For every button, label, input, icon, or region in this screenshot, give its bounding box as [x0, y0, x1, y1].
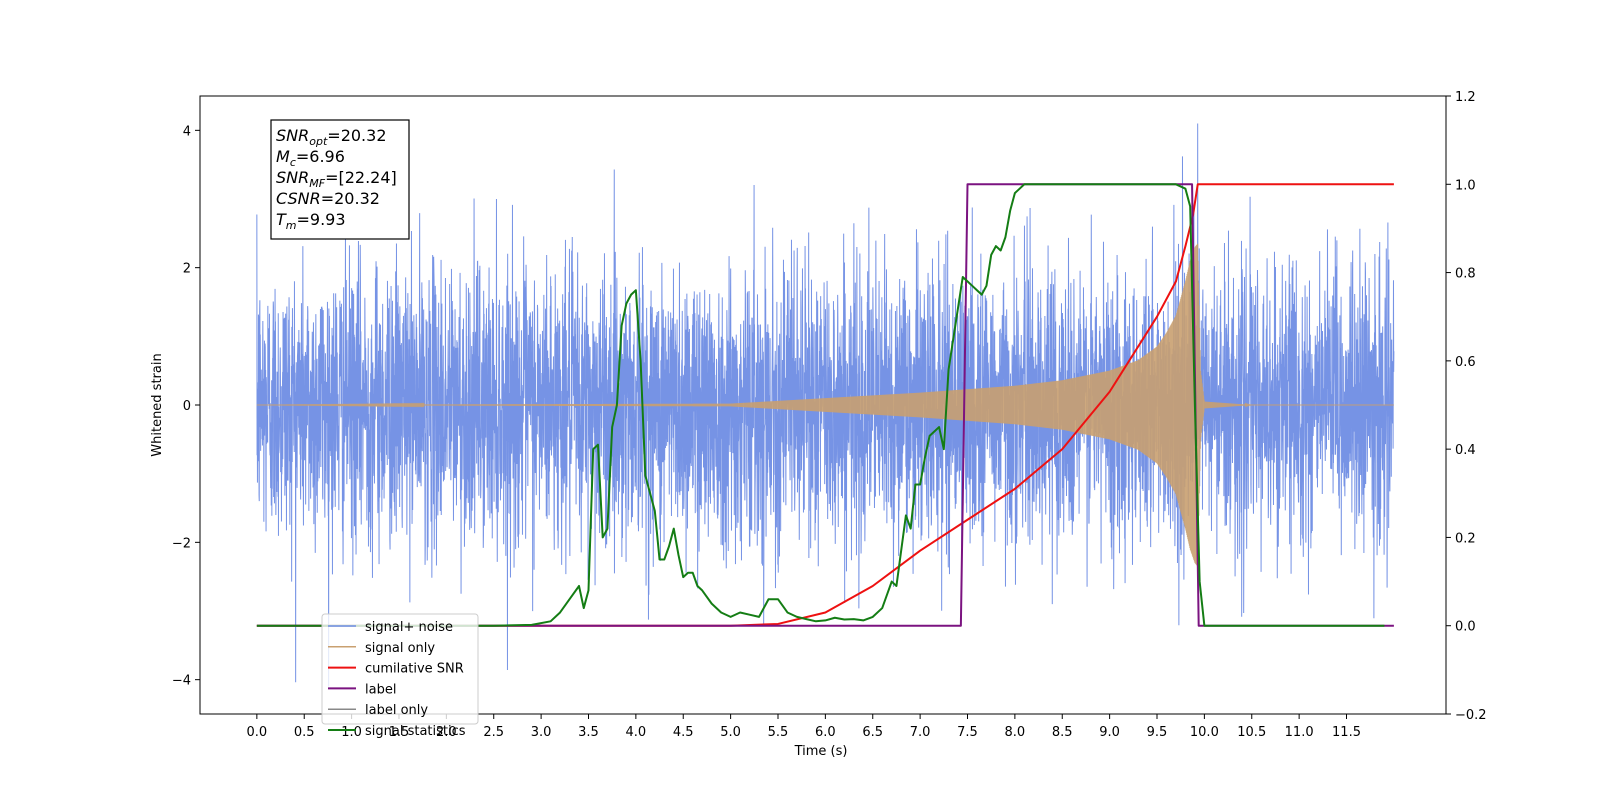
x-tick-label: 9.0 — [1099, 725, 1120, 740]
y-right-tick-label: 0.6 — [1455, 355, 1476, 370]
x-tick-label: 6.0 — [815, 725, 836, 740]
y-right-tick-label: 1.2 — [1455, 90, 1476, 105]
x-tick-label: 8.0 — [1005, 725, 1026, 740]
info-box-line: CSNR=20.32 — [276, 189, 380, 208]
series-signal-statistics — [256, 183, 1385, 627]
legend-entry: signal+ noise — [365, 620, 453, 635]
legend-frame — [321, 613, 479, 725]
x-tick-label: 10.5 — [1237, 725, 1266, 740]
y-left-tick-label: 2 — [183, 262, 191, 277]
x-tick-label: 0.0 — [247, 725, 268, 740]
legend: signal+ noise signal only cumilative SNR la… — [321, 613, 479, 739]
x-tick-label: 1.0 — [341, 725, 362, 740]
x-tick-label: 7.0 — [910, 725, 931, 740]
x-axis-label: Time (s) — [794, 744, 848, 759]
legend-entry: cumilative SNR — [365, 662, 464, 677]
y-right-tick-label: 0.0 — [1455, 620, 1476, 635]
info-box-line: Mc=6.96 — [276, 147, 345, 169]
y-right-tick-label: 0.2 — [1455, 531, 1476, 546]
info-box-line: SNRMF=[22.24] — [276, 168, 397, 190]
info-box: SNRopt=20.32Mc=6.96SNRMF=[22.24]CSNR=20.… — [270, 119, 410, 240]
x-tick-label: 4.5 — [673, 725, 694, 740]
y-left-tick-label: −2 — [172, 536, 191, 551]
series-cumulative-snr — [256, 183, 1394, 627]
x-tick-label: 8.5 — [1052, 725, 1073, 740]
series-layer — [256, 123, 1395, 687]
x-tick-label: 9.5 — [1147, 725, 1168, 740]
y-left-tick-label: 4 — [183, 124, 191, 139]
x-tick-label: 5.5 — [768, 725, 789, 740]
y-axis-label-left: Whitened strain — [150, 353, 165, 456]
y-left-tick-label: −4 — [172, 674, 191, 689]
x-tick-label: 11.0 — [1285, 725, 1314, 740]
x-tick-label: 2.5 — [483, 725, 504, 740]
x-tick-label: 6.5 — [862, 725, 883, 740]
x-tick-label: 2.0 — [436, 725, 457, 740]
legend-entry: label — [365, 682, 396, 697]
y-right-tick-label: 1.0 — [1455, 178, 1476, 193]
y-right-tick-label: −0.2 — [1455, 708, 1487, 723]
info-box-frame — [270, 119, 410, 240]
y-left-tick-label: 0 — [183, 399, 191, 414]
x-tick-label: 3.5 — [578, 725, 599, 740]
y-right-tick-label: 0.4 — [1455, 443, 1476, 458]
x-tick-label: 3.0 — [531, 725, 552, 740]
x-tick-label: 0.5 — [294, 725, 315, 740]
info-box-line: Tm=9.93 — [276, 210, 346, 232]
info-box-line: SNRopt=20.32 — [276, 126, 387, 148]
x-tick-label: 11.5 — [1332, 725, 1361, 740]
x-tick-label: 10.0 — [1190, 725, 1219, 740]
series-signal-only — [256, 243, 1394, 566]
legend-entry: label only — [365, 703, 428, 718]
x-tick-label: 1.5 — [389, 725, 410, 740]
x-tick-label: 4.0 — [626, 725, 647, 740]
x-tick-label: 5.0 — [720, 725, 741, 740]
y-right-tick-label: 0.8 — [1455, 267, 1476, 282]
legend-entry: signal statistics — [365, 724, 466, 739]
x-tick-label: 7.5 — [957, 725, 978, 740]
axes-layer: 0.0 0.5 1.0 1.5 2.0 2.5 3.0 3.5 4.0 4.5 5.0 5.5 6.0 6… — [172, 90, 1487, 740]
legend-entry: signal only — [365, 641, 435, 656]
